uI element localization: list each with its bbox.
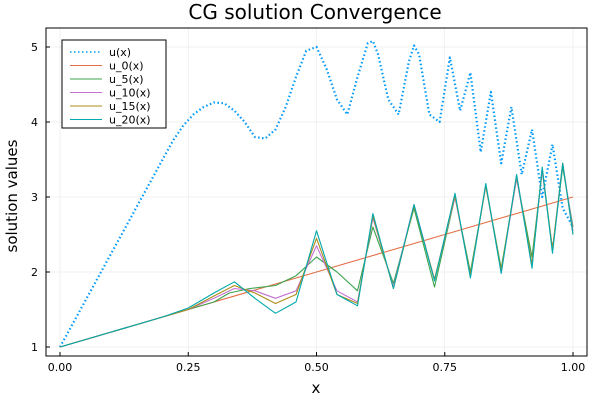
series-layer [59, 39, 574, 348]
y-tick-label: 3 [31, 191, 38, 204]
series-line-5 [59, 162, 574, 348]
legend-label-5: u_20(x) [109, 114, 151, 127]
y-tick-label: 2 [31, 266, 38, 279]
legend-label-0: u(x) [109, 46, 131, 59]
x-axis-ticks: 0.00 0.25 0.50 0.75 1.00 [48, 352, 586, 374]
x-axis-label: x [312, 379, 321, 397]
x-tick-label: 0.75 [433, 361, 458, 374]
legend-label-1: u_0(x) [109, 60, 144, 73]
y-tick-label: 1 [31, 341, 38, 354]
y-tick-label: 5 [31, 41, 38, 54]
grid [46, 28, 587, 356]
legend-label-3: u_10(x) [109, 87, 151, 100]
chart-title: CG solution Convergence [188, 0, 441, 24]
x-tick-label: 0.00 [48, 361, 73, 374]
x-tick-label: 0.25 [176, 361, 201, 374]
legend-label-4: u_15(x) [109, 100, 151, 113]
series-line-0 [59, 39, 574, 348]
legend-box [61, 39, 167, 129]
y-tick-label: 4 [31, 116, 38, 129]
legend: u(x)u_0(x)u_5(x)u_10(x)u_15(x)u_20(x) [61, 39, 167, 129]
x-tick-label: 0.50 [304, 361, 329, 374]
x-tick-label: 1.00 [561, 361, 586, 374]
series-line-2 [59, 166, 574, 348]
legend-label-2: u_5(x) [109, 73, 144, 86]
y-axis-ticks: 1 2 3 4 5 [31, 41, 50, 354]
y-axis-label: solution values [3, 139, 21, 252]
